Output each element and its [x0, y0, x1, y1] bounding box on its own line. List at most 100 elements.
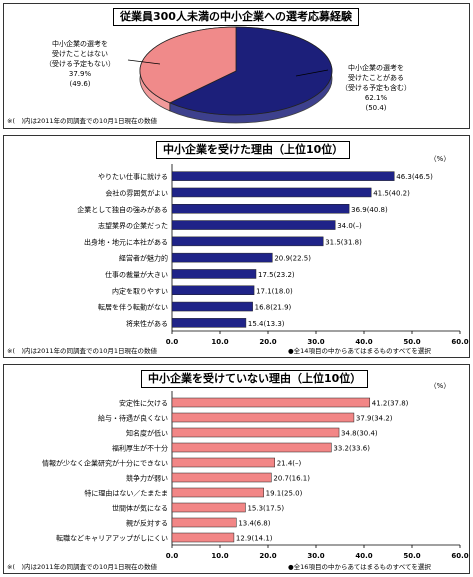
unit-label: （%） — [430, 155, 451, 163]
x-tick-label: 0.0 — [166, 552, 179, 560]
bar — [171, 252, 273, 263]
bar — [171, 285, 255, 295]
data-label: 13.4(6.8) — [238, 520, 270, 528]
reasons-applied-chart: 0.0 10.0 20.0 30.0 40.0 50.0 60.0 （%） やりたい仕事に就ける… — [77, 155, 469, 346]
reasons-applied-note-right: ●全14項目の中からあてはまるものすべてを選択 — [288, 347, 431, 355]
bar — [171, 220, 336, 230]
bar — [171, 427, 340, 438]
reasons-not-applied-panel: 中小企業を受けていない理由（上位10位） 0.0 10.0 20.0 30.0 40.0… — [3, 364, 470, 574]
data-label: 34.0(–) — [337, 222, 362, 230]
category-label: 安定性に欠ける — [119, 399, 168, 408]
pie-label-0-2: （受ける予定も含む） — [341, 83, 411, 92]
bar — [171, 517, 237, 528]
data-label: 16.8(21.9) — [255, 304, 292, 312]
category-label: 競争力が弱い — [126, 474, 168, 483]
x-tick-label: 10.0 — [211, 552, 228, 560]
pie-slice-0 — [168, 26, 333, 116]
data-label: 41.5(40.2) — [373, 189, 410, 197]
reasons-not-applied-chart: 0.0 10.0 20.0 30.0 40.0 50.0 60.0 （%） 安定性に欠ける 41.… — [42, 382, 469, 560]
x-tick-label: 40.0 — [355, 552, 372, 560]
pie-note: ※( )内は2011年の同調査での10月1日現在の数値 — [7, 117, 157, 125]
data-label: 19.1(25.0) — [266, 490, 303, 498]
unit-label: （%） — [430, 382, 451, 390]
data-label: 46.3(46.5) — [396, 173, 433, 181]
category-label: やりたい仕事に就ける — [98, 172, 168, 181]
data-label: 33.2(33.6) — [333, 445, 370, 453]
pie-label-0-4: (50.4) — [365, 104, 386, 112]
category-label: 志望業界の企業だった — [98, 221, 168, 230]
pie-label-1-4: (49.6) — [69, 80, 90, 88]
pie-label-1-1: 受けたことはない — [52, 49, 108, 58]
data-label: 34.8(30.4) — [341, 430, 378, 438]
category-label: 知名度が低い — [126, 429, 168, 438]
reasons-applied-panel: 中小企業を受けた理由（上位10位） 0.0 10.0 20.0 30.0 40.0 50.… — [3, 135, 470, 358]
data-label: 37.9(34.2) — [356, 415, 393, 423]
bar — [171, 472, 272, 483]
x-tick-label: 30.0 — [307, 338, 324, 346]
category-label: 情報が少なく企業研究が十分にできない — [42, 459, 168, 468]
reasons-applied-title: 中小企業を受けた理由（上位10位） — [156, 141, 351, 159]
x-tick-label: 40.0 — [355, 338, 372, 346]
data-label: 31.5(31.8) — [325, 238, 362, 246]
pie-label-1-2: （受ける予定もない） — [45, 59, 115, 68]
x-tick-label: 50.0 — [403, 552, 420, 560]
bar — [171, 457, 275, 468]
data-label: 15.4(13.3) — [248, 320, 285, 328]
bar — [171, 187, 372, 198]
x-tick-label: 60.0 — [451, 338, 468, 346]
data-label: 17.5(23.2) — [258, 271, 295, 279]
x-tick-label: 30.0 — [307, 552, 324, 560]
category-label: 特に理由はない／たまたま — [84, 489, 168, 498]
data-label: 17.1(18.0) — [256, 287, 293, 295]
data-label: 41.2(37.8) — [372, 400, 409, 408]
bar — [171, 397, 371, 408]
x-tick-label: 20.0 — [259, 338, 276, 346]
category-label: 親が反対する — [126, 519, 168, 528]
x-tick-label: 50.0 — [403, 338, 420, 346]
category-label: 転居を伴う転勤がない — [98, 303, 168, 312]
pie-label-0-1: 受けたことがある — [348, 73, 404, 82]
pie-chart-title: 従業員300人未満の中小企業への選考応募経験 — [113, 8, 359, 26]
bar — [171, 318, 247, 328]
bar — [171, 532, 235, 543]
bar — [171, 236, 324, 247]
bar — [171, 442, 332, 453]
reasons-applied-note-left: ※( )内は2011年の同調査での10月1日現在の数値 — [7, 347, 157, 355]
pie-panel: 従業員300人未満の中小企業への選考応募経験 中小企業の選考を 受けたことがある（… — [3, 3, 470, 129]
bar — [171, 204, 350, 214]
reasons-not-applied-title: 中小企業を受けていない理由（上位10位） — [141, 370, 369, 388]
category-label: 経営者が魅力的 — [119, 254, 168, 263]
pie-leader-0 — [295, 69, 329, 77]
pie-leader-1 — [127, 59, 161, 65]
pie-label-1-3: 37.9% — [69, 70, 92, 78]
reasons-not-applied-note-right: ●全16項目の中からあてはまるものすべてを選択 — [288, 563, 431, 571]
category-label: 福利厚生が不十分 — [112, 444, 168, 453]
x-tick-label: 0.0 — [166, 338, 179, 346]
category-label: 転職などキャリアアップがしにくい — [56, 534, 168, 543]
data-label: 20.9(22.5) — [274, 255, 311, 263]
bar — [171, 269, 257, 279]
category-label: 世間体が気になる — [112, 504, 168, 513]
category-label: 会社の雰囲気がよい — [105, 188, 168, 197]
bar — [171, 171, 395, 181]
category-label: 出身地・地元に本社がある — [84, 237, 168, 246]
data-label: 21.4(–) — [277, 460, 302, 468]
data-label: 36.9(40.8) — [351, 206, 388, 214]
x-tick-label: 60.0 — [451, 552, 468, 560]
x-tick-label: 20.0 — [259, 552, 276, 560]
bar — [171, 412, 355, 423]
category-label: 仕事の裁量が大きい — [105, 270, 168, 279]
bar — [171, 301, 253, 312]
x-tick-label: 10.0 — [211, 338, 228, 346]
data-label: 20.7(16.1) — [273, 475, 310, 483]
category-label: 企業として独自の強みがある — [77, 205, 168, 214]
pie-label-0-0: 中小企業の選考を — [348, 63, 404, 72]
bar — [171, 502, 246, 513]
data-label: 15.3(17.5) — [247, 505, 284, 513]
category-label: 内定を取りやすい — [112, 286, 168, 295]
data-label: 12.9(14.1) — [236, 535, 273, 543]
category-label: 給与・待遇が良くない — [98, 414, 168, 423]
reasons-not-applied-note-left: ※( )内は2011年の同調査での10月1日現在の数値 — [7, 563, 157, 571]
category-label: 将来性がある — [126, 319, 168, 328]
